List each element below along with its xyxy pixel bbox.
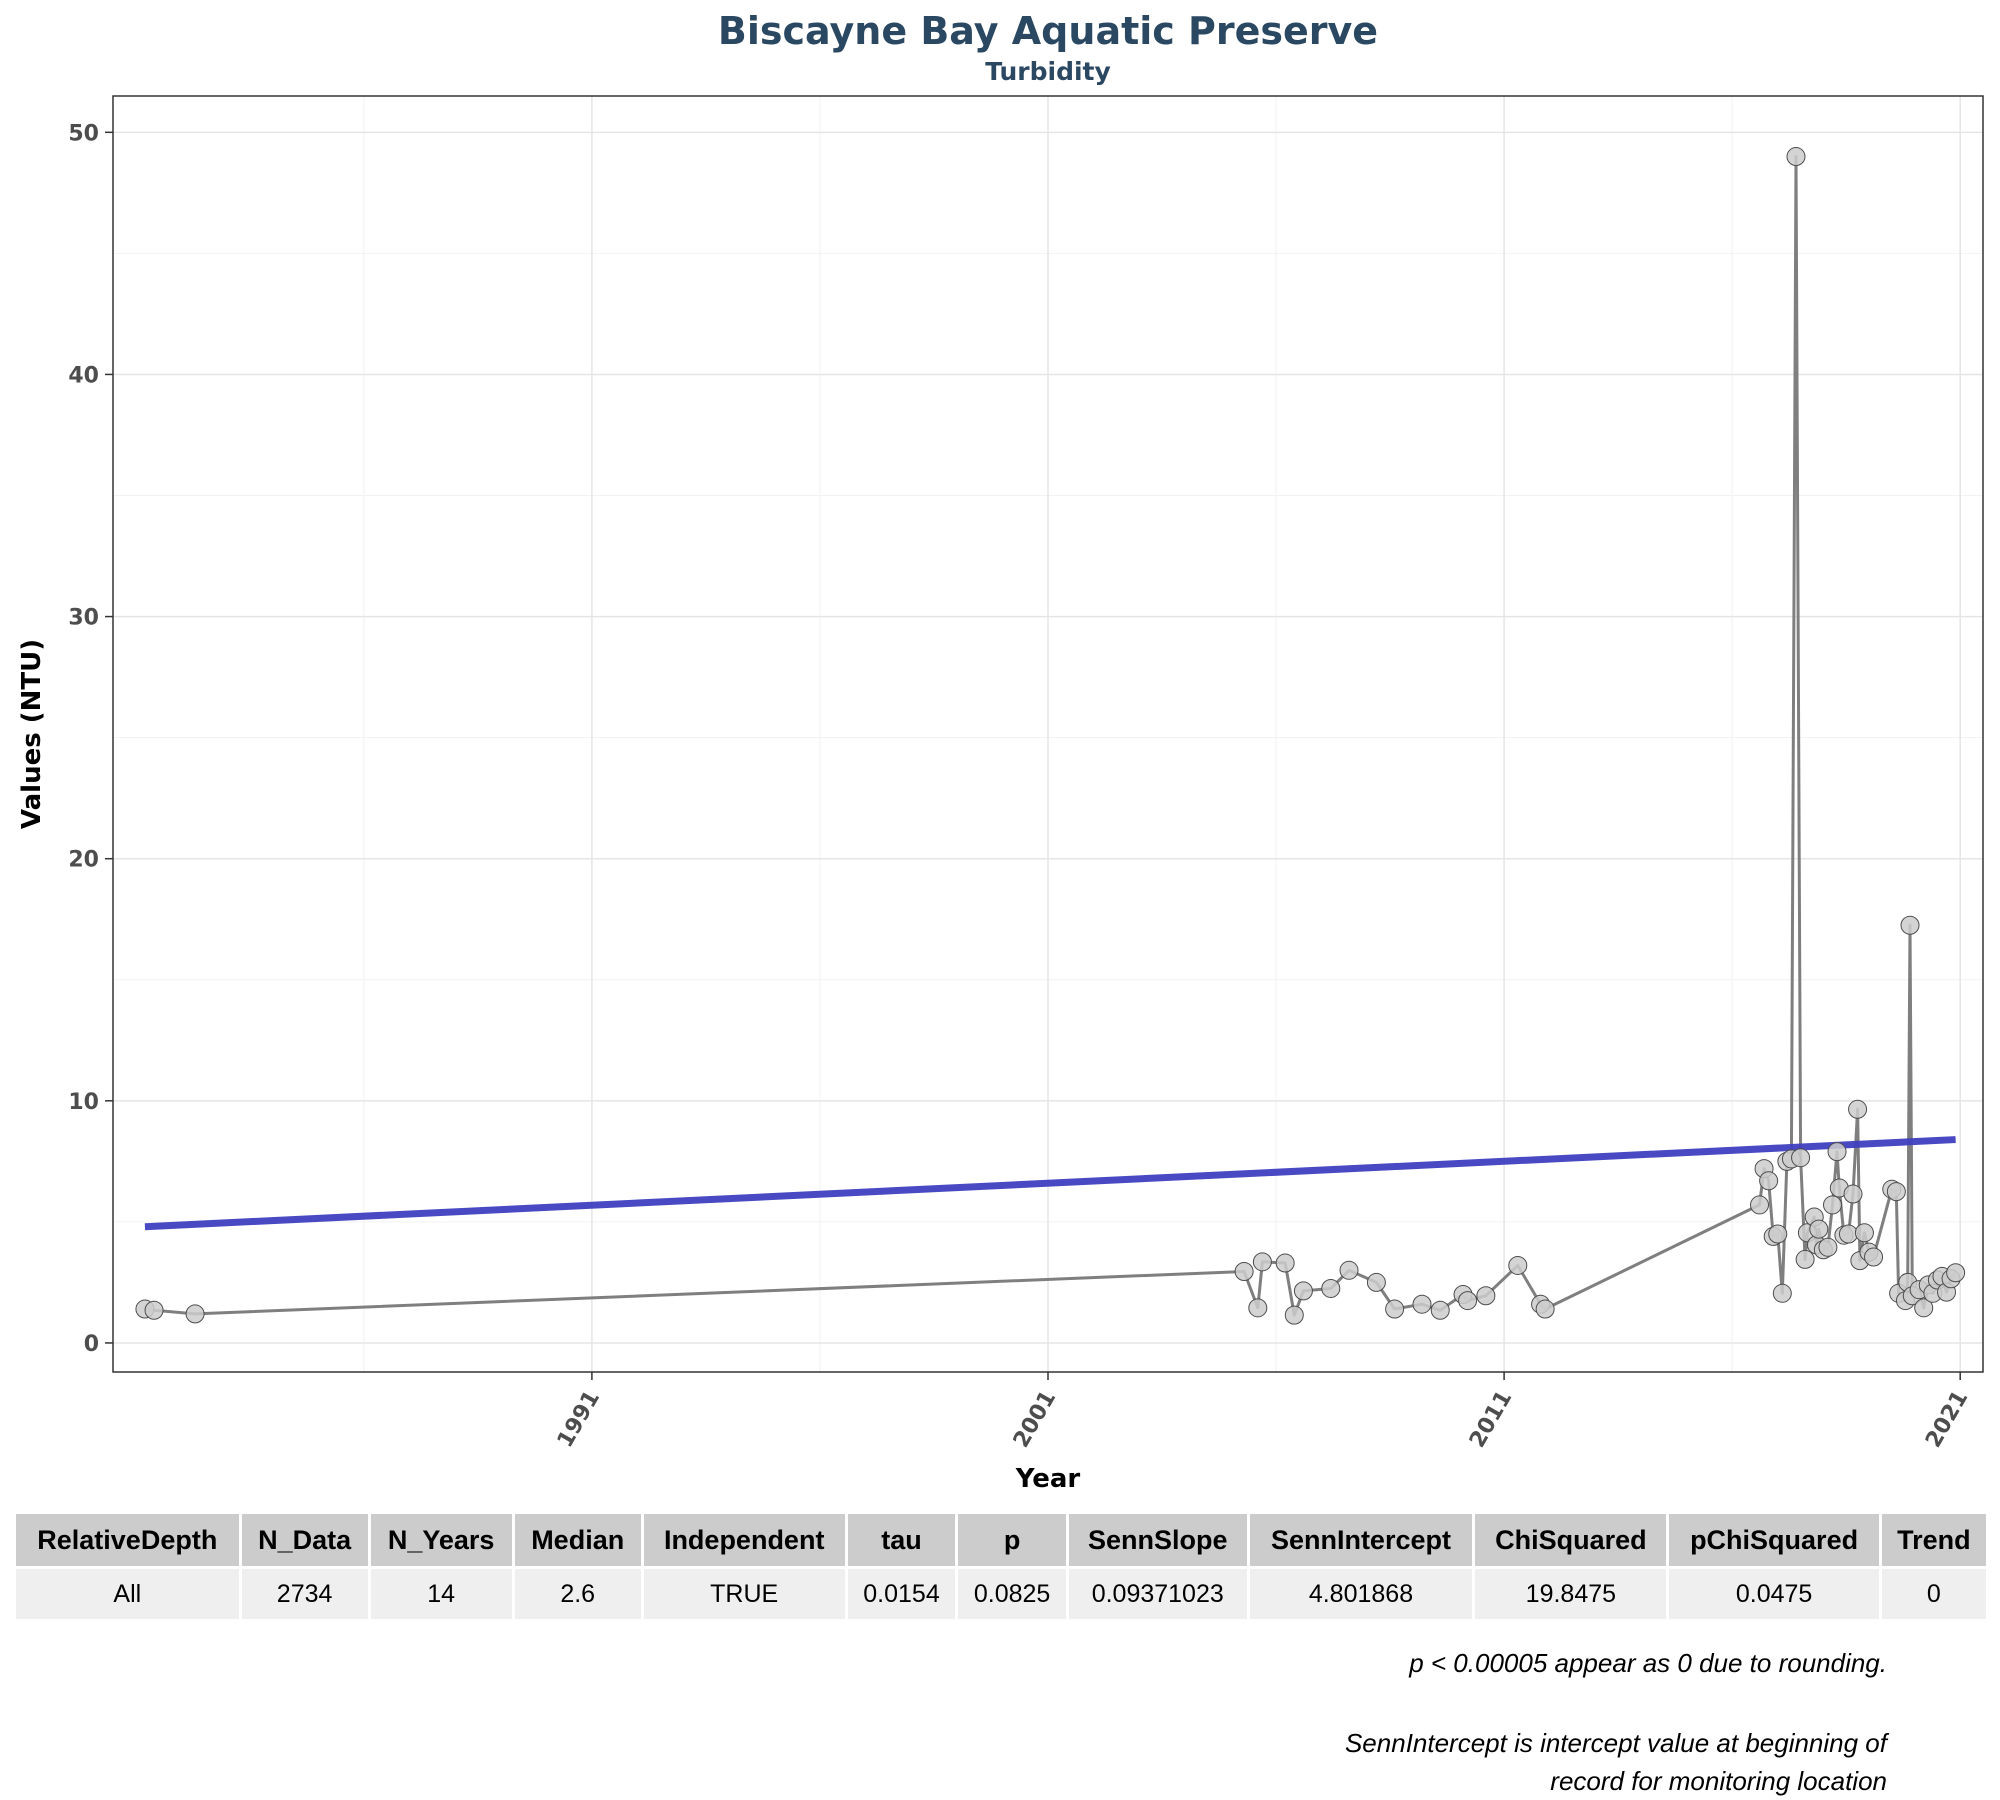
data-point [1848, 1099, 1868, 1119]
data-point [1339, 1260, 1359, 1280]
data-point [1458, 1291, 1478, 1311]
data-point [1275, 1253, 1295, 1273]
data-point [1772, 1283, 1792, 1303]
column-header: SennSlope [1067, 1514, 1250, 1569]
column-header: N_Years [369, 1514, 515, 1569]
column-header: tau [846, 1514, 959, 1569]
stats-table: RelativeDepth N_Data N_Years Median Independ… [16, 1514, 1986, 1619]
chart-title: Biscayne Bay Aquatic Preserve [718, 9, 1378, 53]
turbidity-series-line [144, 155, 1957, 1317]
table-cell: 19.8475 [1473, 1567, 1670, 1619]
column-header: RelativeDepth [16, 1514, 242, 1569]
y-tick-label: 0 [84, 1332, 99, 1357]
table-cell: 14 [369, 1567, 515, 1619]
x-tick-label: 1991 [553, 1387, 605, 1453]
y-tick-label: 20 [68, 848, 99, 873]
data-point [1321, 1278, 1341, 1298]
y-tick-label: 10 [68, 1090, 99, 1115]
column-header: Independent [642, 1514, 848, 1569]
data-point [1886, 1182, 1906, 1202]
data-point [1768, 1224, 1788, 1244]
data-point [1248, 1298, 1268, 1318]
data-point [1412, 1294, 1432, 1314]
table-cell: All [16, 1567, 242, 1619]
column-header: SennIntercept [1248, 1514, 1476, 1569]
rounding-note: p < 0.00005 appear as 0 due to rounding. [1409, 1648, 1887, 1678]
data-point [1838, 1224, 1858, 1244]
data-point [1535, 1299, 1555, 1319]
x-tick-label: 2021 [1921, 1387, 1973, 1453]
table-cell: 0.0154 [846, 1567, 959, 1619]
data-point [1795, 1249, 1815, 1269]
chart-figure: Biscayne Bay Aquatic Preserve Turbidity … [17, 9, 1984, 1494]
table-cell: 2734 [240, 1567, 371, 1619]
sen-slope-trend-line [144, 1136, 1956, 1231]
data-point [1827, 1142, 1847, 1162]
data-point [1818, 1237, 1838, 1257]
data-point [1914, 1298, 1934, 1318]
data-point [1864, 1247, 1884, 1267]
data-point [1284, 1305, 1304, 1325]
data-point [1791, 1148, 1811, 1168]
intercept-note-line-1: SennIntercept is intercept value at begi… [1344, 1728, 1887, 1758]
data-point [1252, 1252, 1272, 1272]
data-point [1822, 1195, 1842, 1215]
data-point [1900, 915, 1920, 935]
data-point [1476, 1286, 1496, 1306]
chart-subtitle: Turbidity [985, 57, 1111, 86]
grid-lines [113, 96, 1983, 1372]
x-axis-title: Year [1015, 1464, 1081, 1494]
column-header: p [956, 1514, 1069, 1569]
table-cell: 0.09371023 [1067, 1567, 1250, 1619]
column-header: Trend [1880, 1514, 1986, 1569]
data-point [1809, 1219, 1829, 1239]
data-point [1843, 1184, 1863, 1204]
data-point [144, 1300, 164, 1320]
data-point [1946, 1263, 1966, 1283]
x-tick-label: 2011 [1465, 1387, 1517, 1453]
intercept-note-line-2: record for monitoring location [1550, 1766, 1887, 1796]
column-header: Median [513, 1514, 644, 1569]
data-point [1293, 1281, 1313, 1301]
intercept-note: SennIntercept is intercept value at begi… [1187, 1724, 1887, 1800]
y-tick-label: 30 [68, 606, 99, 631]
data-point [1385, 1299, 1405, 1319]
table-cell: 0.0475 [1667, 1567, 1882, 1619]
column-header: N_Data [240, 1514, 371, 1569]
data-point [1508, 1255, 1528, 1275]
table-row: All 2734 14 2.6 TRUE 0.0154 0.0825 0.09371023 4.… [16, 1567, 1986, 1619]
y-tick-label: 40 [68, 363, 99, 388]
data-point [185, 1304, 205, 1324]
table-cell: 4.801868 [1248, 1567, 1476, 1619]
data-point [1366, 1272, 1386, 1292]
table-cell: 2.6 [513, 1567, 644, 1619]
x-tick-label: 2001 [1009, 1387, 1061, 1453]
data-point [1430, 1300, 1450, 1320]
y-axis-title: Values (NTU) [17, 639, 47, 829]
y-tick-label: 50 [68, 121, 99, 146]
data-series [144, 155, 1957, 1317]
data-points [135, 147, 1966, 1325]
column-header: pChiSquared [1667, 1514, 1882, 1569]
data-point [1759, 1171, 1779, 1191]
column-header: ChiSquared [1473, 1514, 1670, 1569]
table-cell: TRUE [642, 1567, 848, 1619]
table-cell: 0 [1880, 1567, 1986, 1619]
data-point [1234, 1262, 1254, 1282]
data-point [1786, 147, 1806, 167]
data-point [1750, 1195, 1770, 1215]
data-point [1854, 1223, 1874, 1243]
table-cell: 0.0825 [956, 1567, 1069, 1619]
stats-header-row: RelativeDepth N_Data N_Years Median Independ… [16, 1514, 1986, 1569]
axis-ticks: 1991 2001 2011 2021 0 10 20 30 40 50 [68, 121, 1973, 1452]
